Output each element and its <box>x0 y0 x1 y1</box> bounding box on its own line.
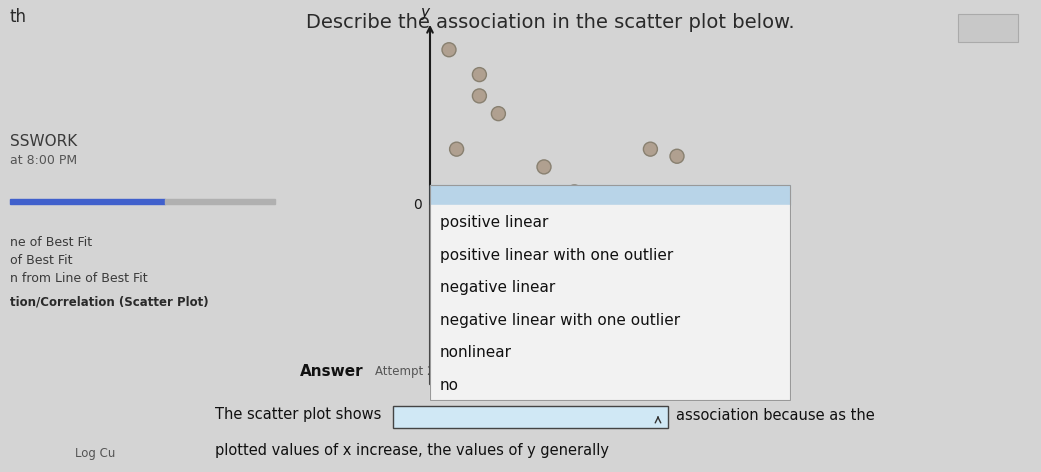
Bar <box>430 185 790 205</box>
Circle shape <box>613 202 627 217</box>
Circle shape <box>567 185 582 199</box>
Text: association because as the: association because as the <box>676 407 874 422</box>
Text: positive linear with one outlier: positive linear with one outlier <box>440 248 674 263</box>
Text: th: th <box>10 8 27 26</box>
Text: of Best Fit: of Best Fit <box>10 253 73 267</box>
Text: Attempt 2 out of 2: Attempt 2 out of 2 <box>375 365 484 379</box>
Text: negative linear: negative linear <box>440 280 555 295</box>
Text: Log Cu: Log Cu <box>75 447 116 461</box>
Text: SSWORK: SSWORK <box>10 135 77 150</box>
Circle shape <box>442 43 456 57</box>
Circle shape <box>613 245 627 259</box>
Text: no: no <box>440 378 459 393</box>
Text: negative linear with one outlier: negative linear with one outlier <box>440 313 680 328</box>
Text: n from Line of Best Fit: n from Line of Best Fit <box>10 271 148 285</box>
Bar <box>166 199 275 204</box>
Circle shape <box>473 67 486 82</box>
Text: at 8:00 PM: at 8:00 PM <box>10 153 77 167</box>
Bar <box>430 205 790 400</box>
Circle shape <box>567 202 582 217</box>
Text: positive linear: positive linear <box>440 215 549 230</box>
Circle shape <box>659 302 672 316</box>
Text: tion/Correlation (Scatter Plot): tion/Correlation (Scatter Plot) <box>10 295 208 309</box>
Text: 0: 0 <box>413 198 423 212</box>
Circle shape <box>450 142 463 156</box>
Text: y: y <box>421 5 430 20</box>
Text: plotted values of x increase, the values of y generally: plotted values of x increase, the values… <box>215 443 609 457</box>
Circle shape <box>643 142 658 156</box>
Text: Answer: Answer <box>300 364 363 379</box>
Text: The scatter plot shows: The scatter plot shows <box>215 407 381 422</box>
Bar <box>393 406 668 428</box>
Text: ne of Best Fit: ne of Best Fit <box>10 236 92 248</box>
Circle shape <box>537 160 551 174</box>
Bar <box>958 14 1018 42</box>
Circle shape <box>491 107 505 121</box>
Circle shape <box>473 89 486 103</box>
Circle shape <box>670 149 684 163</box>
Text: Describe the association in the scatter plot below.: Describe the association in the scatter … <box>306 12 794 32</box>
Text: nonlinear: nonlinear <box>440 346 512 361</box>
Bar <box>430 185 790 400</box>
Bar <box>10 199 166 204</box>
